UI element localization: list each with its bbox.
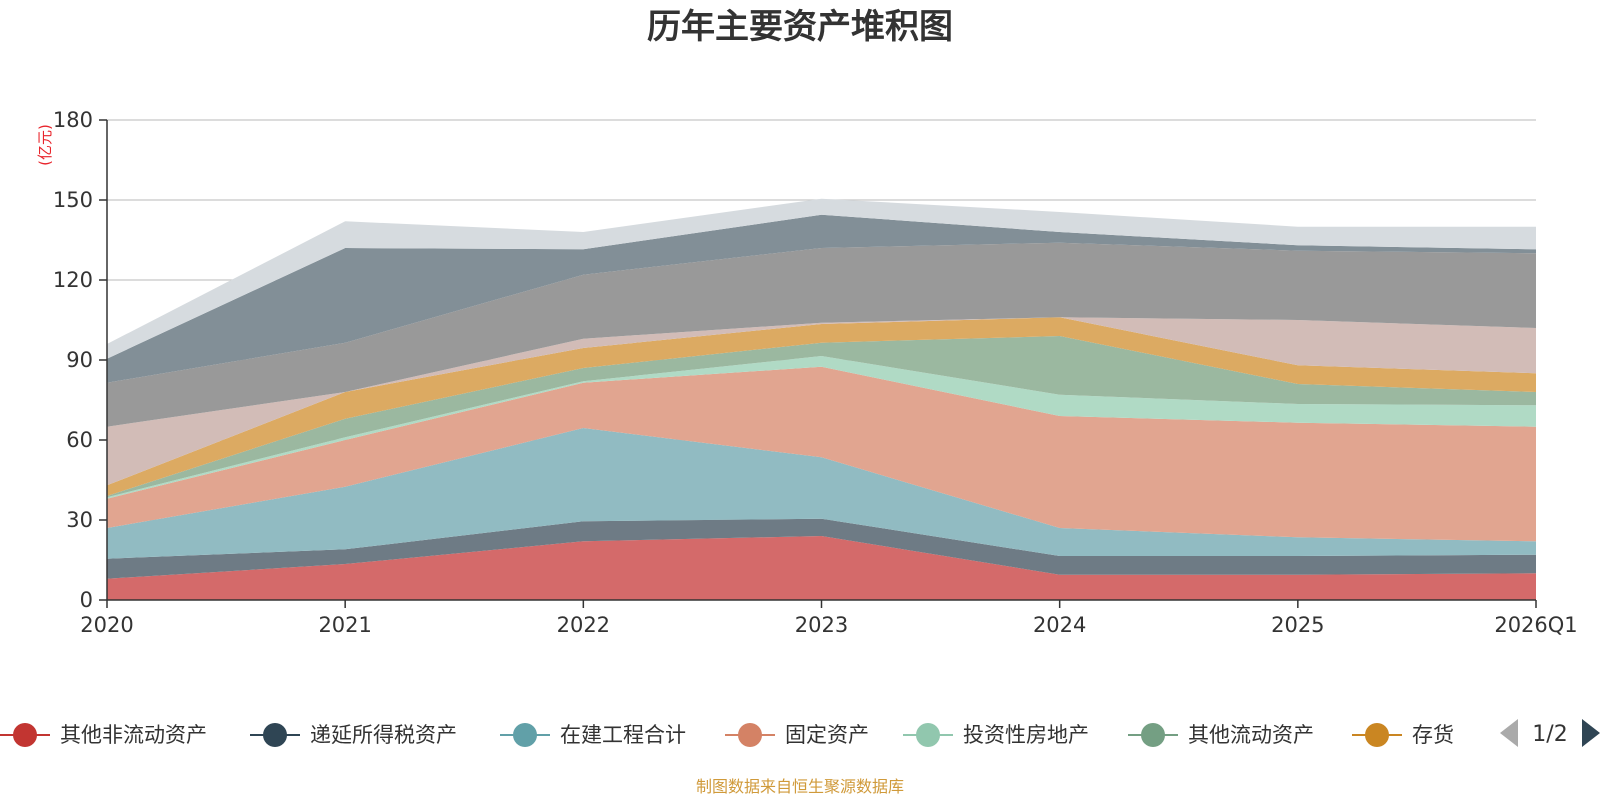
legend-label: 在建工程合计 <box>560 723 686 747</box>
y-tick-label: 150 <box>53 188 93 212</box>
legend-item[interactable]: 存货 <box>1352 723 1454 747</box>
y-tick-label: 120 <box>53 268 93 292</box>
legend-label: 其他流动资产 <box>1188 723 1314 747</box>
x-tick-label: 2023 <box>795 613 848 637</box>
legend-item[interactable]: 其他非流动资产 <box>0 723 207 747</box>
y-tick-label: 30 <box>66 508 93 532</box>
legend-label: 递延所得税资产 <box>310 723 457 747</box>
stacked-areas <box>107 198 1536 600</box>
legend-item[interactable]: 固定资产 <box>725 723 869 747</box>
area-series-8[interactable] <box>107 242 1536 427</box>
x-tick-label: 2024 <box>1033 613 1086 637</box>
x-tick-label: 2026Q1 <box>1494 613 1577 637</box>
y-tick-label: 90 <box>66 348 93 372</box>
x-tick-label: 2021 <box>318 613 371 637</box>
y-tick-label: 60 <box>66 428 93 452</box>
legend-pager: 1/2 <box>1500 719 1600 747</box>
y-tick-label: 180 <box>53 108 93 132</box>
legend-marker-icon <box>13 723 37 747</box>
y-axis-ticks: 0 30 60 90 120 150 180 <box>53 108 107 612</box>
legend-item[interactable]: 其他流动资产 <box>1128 723 1314 747</box>
legend-marker-icon <box>738 723 762 747</box>
y-axis-unit-label: (亿元) <box>36 124 54 166</box>
x-tick-label: 2022 <box>557 613 610 637</box>
area-series-4[interactable] <box>107 356 1536 499</box>
legend-item[interactable]: 递延所得税资产 <box>250 723 457 747</box>
legend-next-page-icon[interactable] <box>1582 719 1600 747</box>
area-series-9[interactable] <box>107 214 1536 383</box>
source-note: 制图数据来自恒生聚源数据库 <box>696 777 904 796</box>
legend-label: 存货 <box>1412 723 1454 747</box>
legend-marker-icon <box>263 723 287 747</box>
legend-item[interactable]: 在建工程合计 <box>500 723 686 747</box>
area-series-2[interactable] <box>107 428 1536 559</box>
legend-label: 其他非流动资产 <box>60 723 207 747</box>
legend-marker-icon <box>513 723 537 747</box>
legend[interactable]: 其他非流动资产 递延所得税资产 在建工程合计 固定资产 投资性房地产 其他流动资产 存货 <box>0 723 1454 747</box>
legend-marker-icon <box>1365 723 1389 747</box>
area-series-6[interactable] <box>107 317 1536 496</box>
x-axis-ticks: 2020 2021 2022 2023 2024 2025 2026Q1 <box>80 600 1578 637</box>
area-series-0[interactable] <box>107 536 1536 600</box>
legend-marker-icon <box>1141 723 1165 747</box>
legend-marker-icon <box>916 723 940 747</box>
legend-prev-page-icon[interactable] <box>1500 719 1518 747</box>
x-tick-label: 2020 <box>80 613 133 637</box>
legend-page-indicator: 1/2 <box>1532 722 1567 747</box>
area-series-1[interactable] <box>107 518 1536 579</box>
legend-label: 固定资产 <box>785 723 869 747</box>
legend-label: 投资性房地产 <box>963 723 1089 747</box>
y-tick-label: 0 <box>80 588 93 612</box>
area-series-5[interactable] <box>107 336 1536 498</box>
x-tick-label: 2025 <box>1271 613 1324 637</box>
area-series-3[interactable] <box>107 366 1536 542</box>
area-series-7[interactable] <box>107 317 1536 486</box>
chart-title: 历年主要资产堆积图 <box>647 7 953 47</box>
area-series-10[interactable] <box>107 198 1536 359</box>
legend-item[interactable]: 投资性房地产 <box>903 723 1089 747</box>
